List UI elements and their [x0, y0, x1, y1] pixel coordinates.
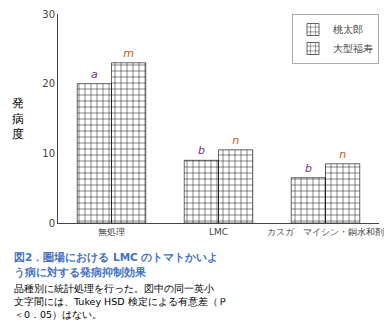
svg-text:文字間には、Tukey HSD 検定による有意差（Ｐ: 文字間には、Tukey HSD 検定による有意差（Ｐ [14, 296, 228, 307]
svg-text:図2．圏場における LMC のトマトかいよ: 図2．圏場における LMC のトマトかいよ [14, 251, 218, 264]
svg-text:カスガ゙マイシン・銅水和剤: カスガ゙マイシン・銅水和剤 [267, 227, 384, 237]
svg-text:n: n [339, 148, 346, 161]
svg-text:LMC: LMC [209, 227, 228, 237]
svg-text:b: b [198, 144, 205, 157]
svg-text:b: b [305, 162, 312, 175]
svg-text:30: 30 [42, 9, 55, 20]
svg-text:無処理: 無処理 [98, 227, 125, 237]
svg-text:桃太郎: 桃太郎 [333, 24, 363, 35]
svg-text:m: m [123, 47, 134, 60]
svg-text:う病に対する発病抑制効果: う病に対する発病抑制効果 [14, 266, 147, 279]
svg-text:品種別に統計処理を行った。図中の同一英小: 品種別に統計処理を行った。図中の同一英小 [14, 283, 214, 294]
svg-text:＜0．05）はない。: ＜0．05）はない。 [14, 309, 102, 320]
svg-text:大型福寿: 大型福寿 [333, 43, 373, 54]
svg-text:20: 20 [42, 78, 55, 89]
svg-text:0: 0 [49, 218, 55, 229]
svg-text:a: a [91, 68, 98, 81]
svg-text:発病度: 発病度 [12, 96, 24, 141]
svg-text:10: 10 [42, 148, 55, 159]
svg-text:n: n [232, 134, 239, 147]
